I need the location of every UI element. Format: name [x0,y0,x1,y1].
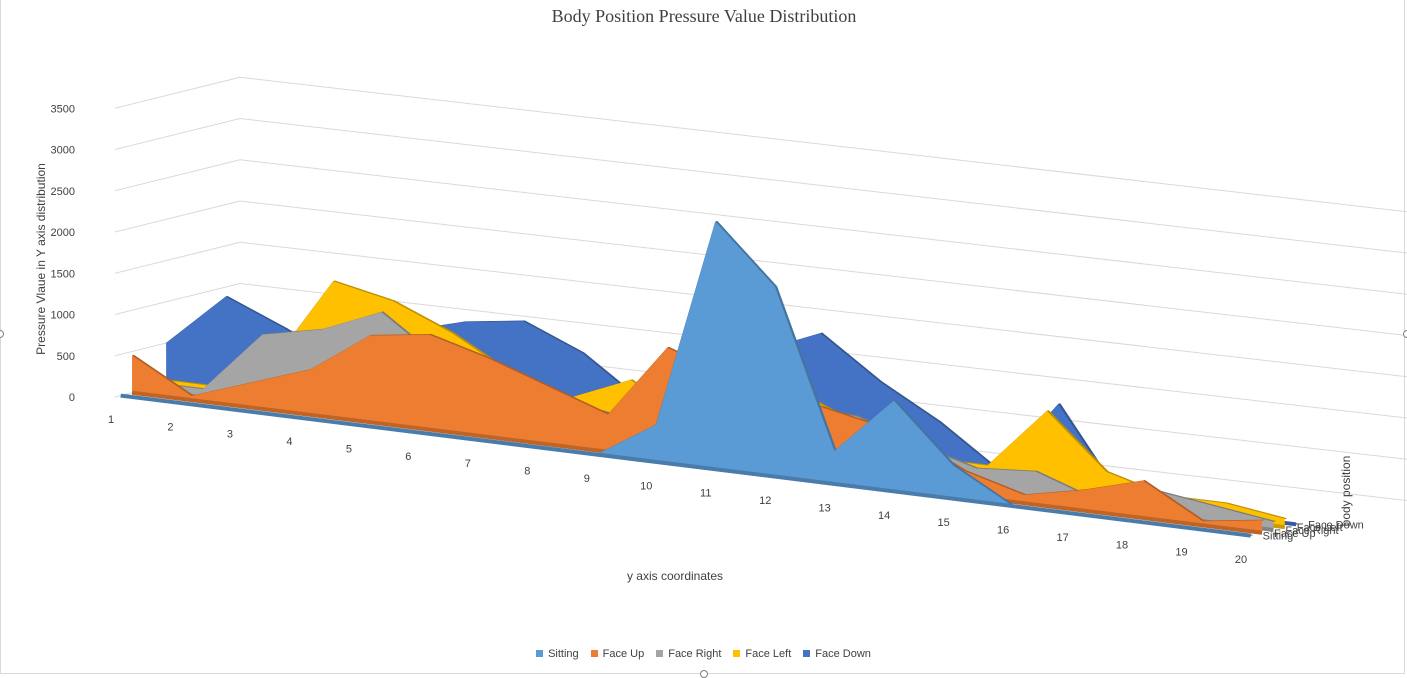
x-tick-label: 9 [584,473,590,485]
x-tick-label: 3 [227,429,233,441]
y-tick-label: 1000 [51,310,75,322]
x-tick-label: 1 [108,414,114,426]
resize-handle-bottom[interactable] [700,670,708,678]
legend-label: Face Right [668,648,722,660]
x-tick-label: 5 [346,443,352,455]
x-tick-label: 18 [1116,539,1128,551]
y-tick-label: 0 [69,392,75,404]
series-sitting [120,220,1253,538]
x-tick-label: 2 [167,421,173,433]
legend-item: Face Right [656,648,721,660]
gridline [239,76,1407,213]
area-base-edge [120,393,1251,538]
y-tick-label: 2000 [51,227,75,239]
legend-label: Face Up [602,648,645,660]
depth-tick-label: Sitting [1263,531,1294,543]
chart-title: Body Position Pressure Value Distributio… [552,6,857,26]
gridline [239,159,1407,295]
resize-handle-right[interactable] [1403,330,1407,338]
legend: Sitting Face Up Face Right Face Left Face Do… [0,648,1407,660]
x-tick-label: 8 [524,466,530,478]
gridline [239,241,1407,378]
legend-label: Face Down [815,648,871,660]
x-tick-label: 7 [465,458,471,470]
x-tick-label: 19 [1175,547,1187,559]
legend-label: Sitting [548,648,579,660]
depth-tick-label: Face Left [1297,522,1343,534]
gridline-side [114,118,241,150]
legend-item: Sitting [536,648,579,660]
legend-swatch [733,650,741,657]
x-axis-title: y axis coordinates [627,569,723,583]
legend-swatch [590,650,598,657]
gridline-side [114,159,241,192]
series-areas [120,220,1299,538]
legend-item: Face Down [803,648,871,660]
x-tick-label: 10 [640,480,652,492]
x-tick-label: 17 [1056,532,1068,544]
x-tick-label: 14 [878,510,890,522]
y-tick-label: 500 [57,351,75,363]
gridline-side [114,200,241,233]
legend-swatch [803,650,811,657]
y-tick-label: 2500 [51,186,75,198]
gridline-side [114,241,241,274]
gridline [239,200,1407,337]
legend-item: Face Left [733,648,791,660]
y-tick-label: 3000 [51,145,75,157]
x-tick-label: 15 [938,517,950,529]
legend-swatch [656,650,664,657]
x-tick-label: 13 [819,502,831,514]
x-tick-label: 11 [700,488,711,500]
legend-item: Face Up [590,648,645,660]
x-tick-label: 6 [405,451,411,463]
legend-swatch [536,650,544,657]
x-tick-label: 12 [759,495,771,507]
y-axis-ticks: 0 500 1000 1500 2000 2500 3000 3500 [51,103,75,404]
x-tick-label: 20 [1235,554,1247,566]
area-face [120,221,1251,536]
depth-tick-label: Face Down [1308,519,1364,531]
depth-tick-label: Face Right [1285,525,1338,537]
y-tick-label: 3500 [51,103,75,115]
depth-tick-label: Face Up [1274,528,1316,540]
x-tick-label: 16 [997,525,1009,537]
gridline-side [114,283,241,315]
legend-label: Face Left [745,648,792,660]
gridline-side [114,76,241,109]
y-axis-title: Pressure Vlaue in Y axis distribution [34,163,48,355]
x-tick-label: 4 [286,436,292,448]
depth-axis-title: body position [1339,456,1353,527]
gridline [239,118,1407,254]
y-tick-label: 1500 [51,268,75,280]
